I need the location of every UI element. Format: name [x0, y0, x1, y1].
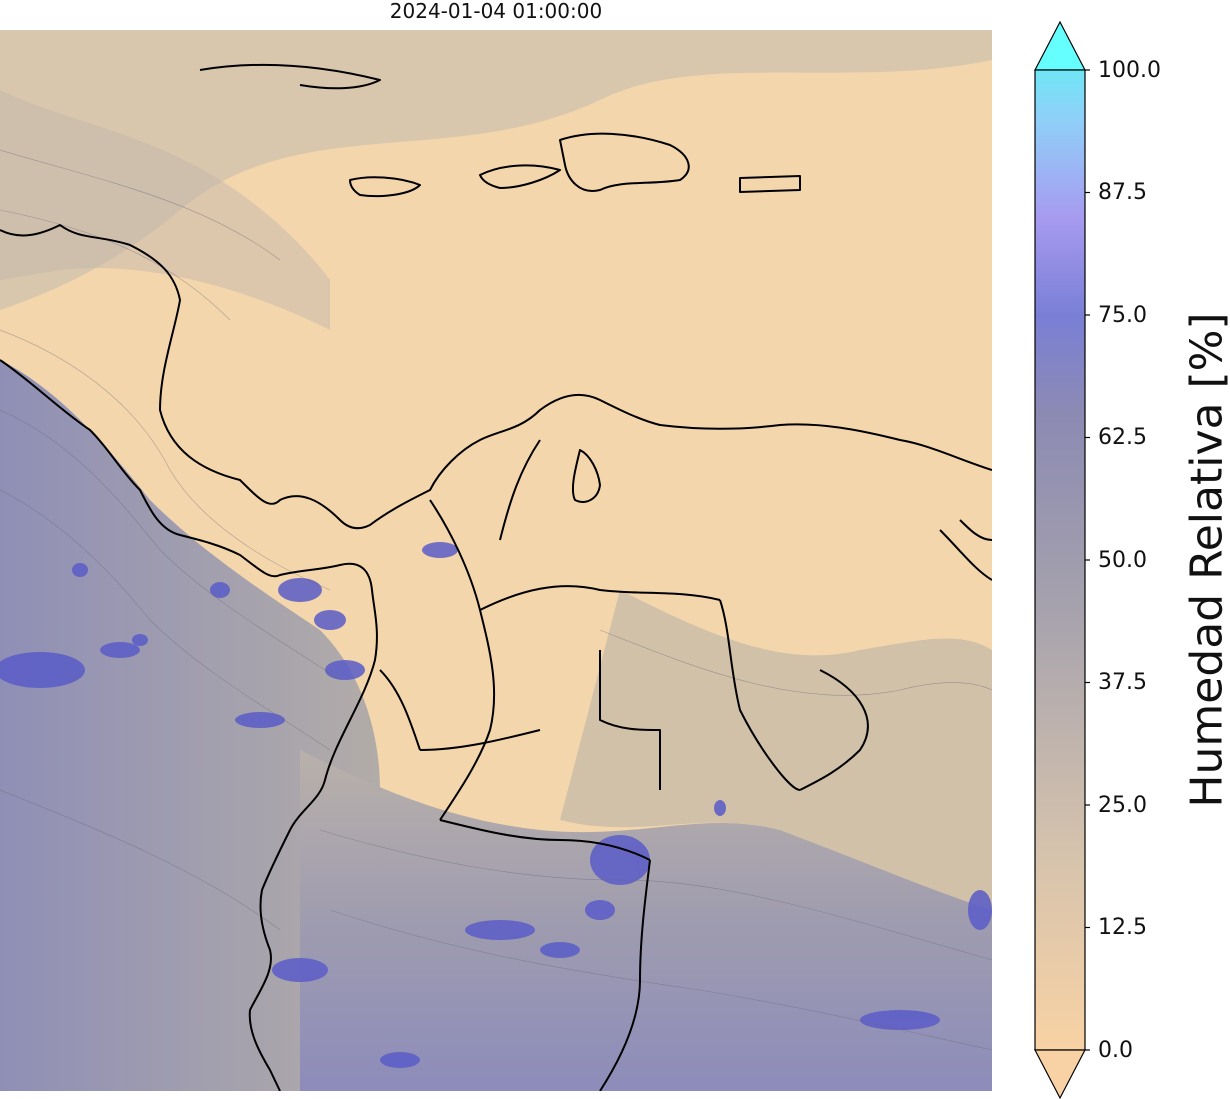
colorbar: [1034, 20, 1090, 1099]
colorbar-extend-bottom: [1034, 1049, 1086, 1099]
field-east: [560, 590, 992, 910]
colorbar-tick-label: 25.0: [1098, 793, 1147, 818]
humid-cells: [0, 542, 992, 1068]
colorbar-label: Humedad Relativa [%]: [1181, 312, 1230, 808]
colorbar-tick-label: 12.5: [1098, 915, 1147, 940]
colorbar-tick-label: 50.0: [1098, 548, 1147, 573]
map-title: 2024-01-04 01:00:00: [389, 0, 603, 23]
field-south: [300, 750, 992, 1091]
colorbar-tick-label: 75.0: [1098, 303, 1147, 328]
field-north-band: [0, 30, 992, 310]
colorbar-tick-label: 87.5: [1098, 180, 1147, 205]
colorbar-extend-top: [1034, 20, 1086, 71]
field-pacific: [0, 360, 380, 1091]
colorbar-tick-label: 100.0: [1098, 58, 1161, 83]
map-canvas: [0, 30, 992, 1091]
field-north-band-2: [0, 90, 330, 330]
colorbar-tick-label: 37.5: [1098, 670, 1147, 695]
coastlines: [0, 63, 992, 1091]
map-panel[interactable]: [0, 30, 992, 1091]
contours: [0, 149, 992, 1051]
colorbar-ticks: [1085, 69, 1090, 1051]
colorbar-tick-label: 62.5: [1098, 425, 1147, 450]
colorbar-tick-label: 0.0: [1098, 1038, 1133, 1063]
colorbar-bar: [1034, 69, 1086, 1051]
